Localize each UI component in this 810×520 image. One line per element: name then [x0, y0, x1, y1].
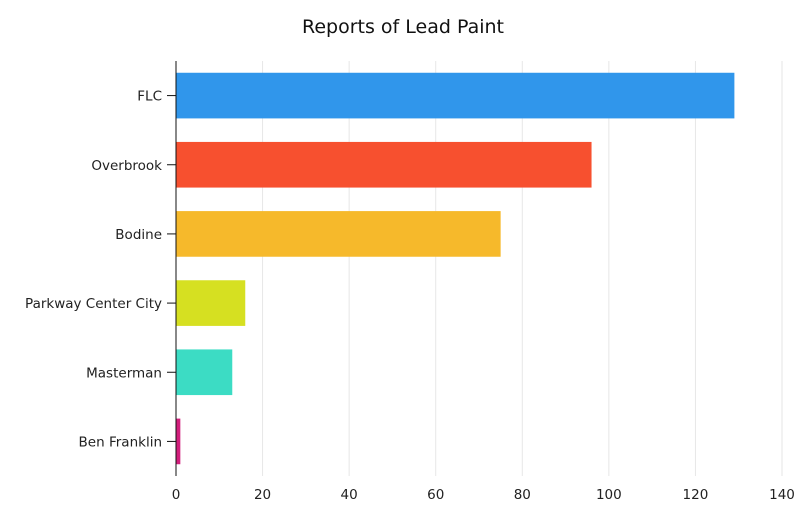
x-tick-label: 0 — [172, 487, 181, 503]
category-label: Masterman — [86, 365, 162, 381]
bars — [176, 72, 735, 465]
x-tick-label: 120 — [683, 487, 709, 503]
category-labels: FLC Overbrook Bodine Parkway Center City Mas… — [25, 89, 176, 450]
category-label: Bodine — [115, 227, 162, 243]
category-label: FLC — [137, 89, 162, 105]
x-tick-label: 40 — [341, 487, 358, 503]
bar-ben-franklin — [176, 418, 181, 465]
bar-bodine — [176, 211, 501, 257]
bar-masterman — [176, 349, 233, 396]
category-label: Overbrook — [91, 158, 162, 174]
x-tick-label: 80 — [514, 487, 531, 503]
x-tick-label: 140 — [769, 487, 795, 503]
bar-flc — [176, 72, 735, 119]
gridlines — [262, 61, 783, 476]
x-tick-label: 20 — [254, 487, 271, 503]
chart-title: Reports of Lead Paint — [302, 16, 504, 38]
x-tick-label: 60 — [427, 487, 444, 503]
x-tick-labels: 0 20 40 60 80 100 120 140 — [172, 487, 795, 503]
x-tick-label: 100 — [596, 487, 622, 503]
category-label: Ben Franklin — [79, 434, 162, 450]
bar-overbrook — [176, 141, 592, 188]
category-label: Parkway Center City — [25, 296, 162, 312]
bar-parkway-center-city — [176, 280, 246, 326]
